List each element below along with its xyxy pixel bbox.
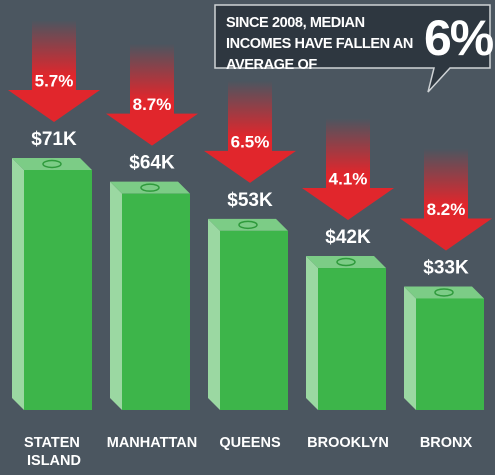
callout-value: 6% [424,10,494,66]
bill-icon [42,159,62,169]
bar-side [404,286,416,410]
bill-icon [238,220,258,230]
bar [318,268,386,410]
decline-arrow [400,148,492,251]
callout-text: SINCE 2008, MEDIAN INCOMES HAVE FALLEN A… [226,15,413,73]
decline-arrow [302,118,394,221]
value-label: $33K [423,257,469,278]
bar [122,193,190,410]
x-tick-label: STATEN ISLAND [24,435,84,469]
bar-top [208,218,288,231]
bar [24,170,92,410]
bar-top [306,256,386,269]
decline-label: 8.7% [133,95,172,114]
decline-arrow [8,20,100,122]
bar-side [110,181,122,410]
value-label: $64K [129,153,175,174]
bar-top [404,286,484,299]
bar-top [110,181,190,194]
x-tick-line: ISLAND [27,453,81,469]
bar [220,230,288,410]
decline-label: 4.1% [329,170,368,189]
decline-arrow [106,43,198,146]
value-label: $53K [227,190,273,211]
decline-label: 6.5% [231,132,270,151]
bar-top [12,158,92,170]
decline-label: 5.7% [35,71,74,90]
bill-icon [336,257,356,267]
x-tick-label: QUEENS [219,435,281,451]
bar-side [306,256,318,410]
value-label: $42K [325,227,371,248]
decline-arrow [204,80,296,183]
bar [416,298,484,410]
bill-icon [140,183,160,192]
value-label: $71K [31,129,77,150]
callout-box [214,4,491,93]
x-tick-line: STATEN [24,435,84,451]
decline-label: 8.2% [427,200,466,219]
bar-side [12,158,24,410]
bar-side [208,218,220,410]
x-tick-label: BROOKLYN [307,435,389,451]
x-tick-label: MANHATTAN [107,435,197,451]
bill-icon [434,288,454,297]
x-tick-label: BRONX [420,435,473,451]
